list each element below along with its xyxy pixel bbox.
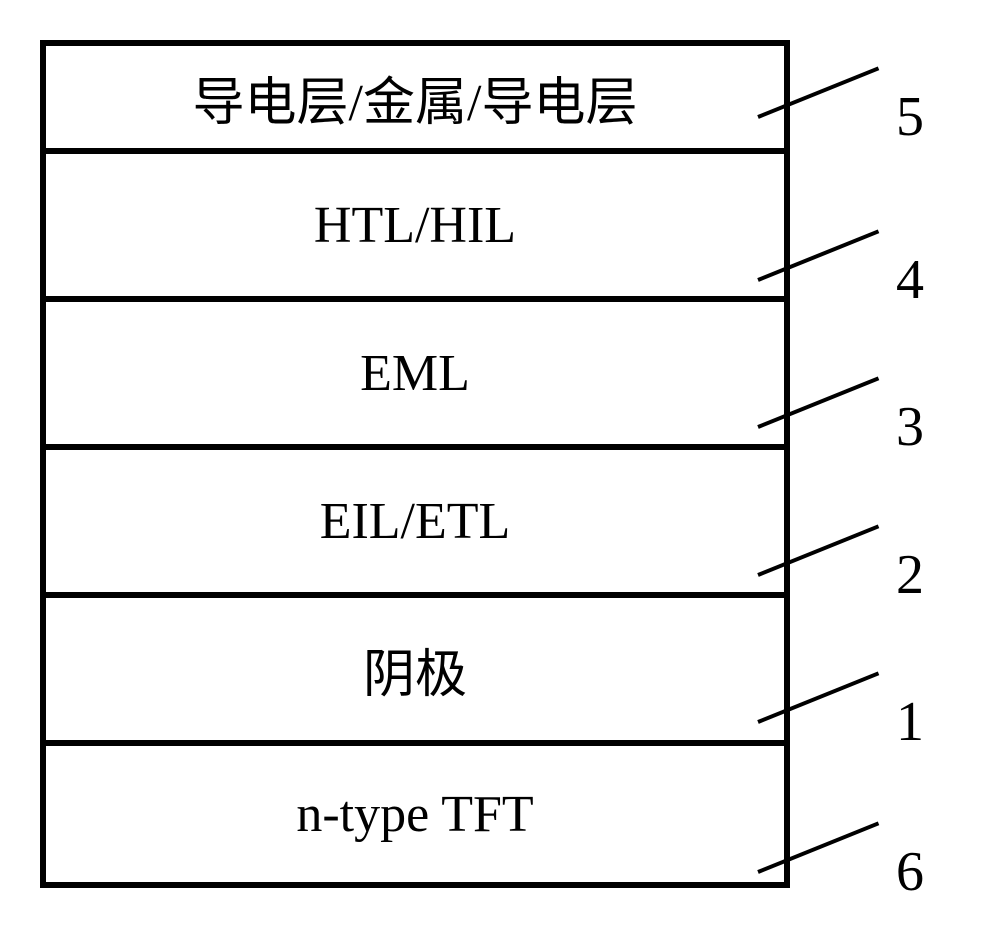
label-indicator-1: 1 xyxy=(758,690,924,754)
label-number: 1 xyxy=(896,690,924,754)
label-indicator-2: 2 xyxy=(758,543,924,607)
label-indicator-5: 5 xyxy=(758,85,924,149)
layer-text: 导电层/金属/导电层 xyxy=(193,60,638,135)
label-number: 3 xyxy=(896,395,924,459)
layer-text: n-type TFT xyxy=(296,785,533,844)
label-number: 6 xyxy=(896,840,924,904)
layer-text: EML xyxy=(360,344,470,403)
label-indicator-3: 3 xyxy=(758,395,924,459)
label-indicator-6: 6 xyxy=(758,840,924,904)
layer-text: 阴极 xyxy=(363,632,467,707)
layer-text: HTL/HIL xyxy=(314,196,516,255)
layer-cathode: 阴极 xyxy=(40,592,790,740)
label-number: 5 xyxy=(896,85,924,149)
layer-ntype-tft: n-type TFT xyxy=(40,740,790,888)
layer-conductive-metal: 导电层/金属/导电层 xyxy=(40,40,790,148)
layer-text: EIL/ETL xyxy=(320,492,511,551)
layer-eil-etl: EIL/ETL xyxy=(40,444,790,592)
label-number: 4 xyxy=(896,248,924,312)
layer-stack-diagram: 导电层/金属/导电层 HTL/HIL EML EIL/ETL 阴极 n-type… xyxy=(40,40,790,888)
label-number: 2 xyxy=(896,543,924,607)
layer-htl-hil: HTL/HIL xyxy=(40,148,790,296)
label-indicator-4: 4 xyxy=(758,248,924,312)
layer-eml: EML xyxy=(40,296,790,444)
